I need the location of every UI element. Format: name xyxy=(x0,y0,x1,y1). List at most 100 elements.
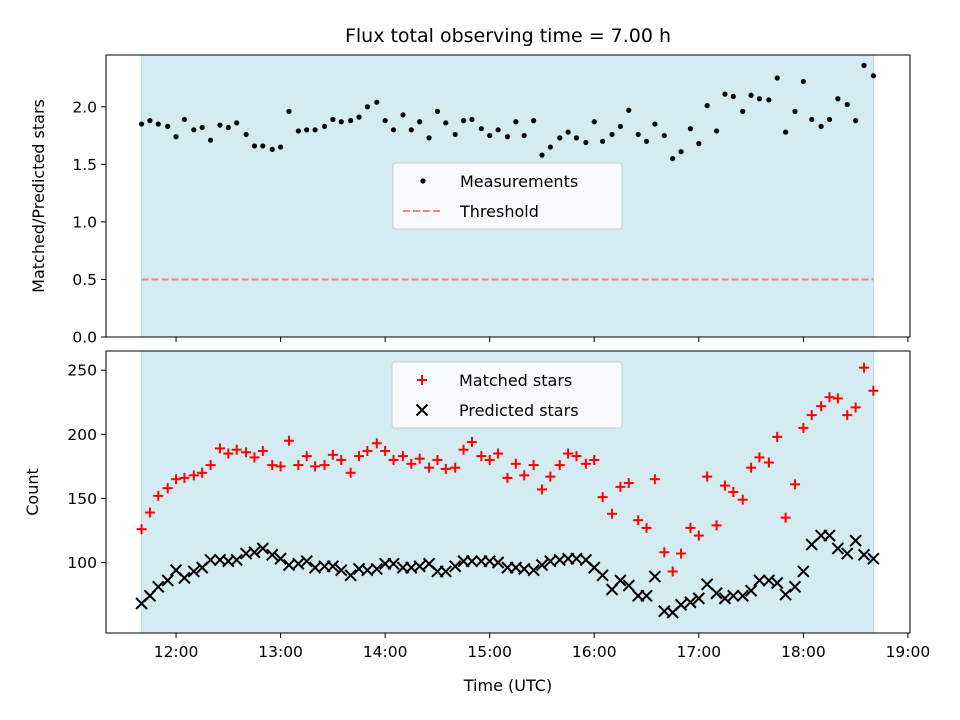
measurement-points xyxy=(138,62,877,162)
matched-star-point xyxy=(772,431,783,442)
predicted-star-point xyxy=(344,569,357,582)
measurement-point xyxy=(400,112,406,118)
matched-star-point xyxy=(466,437,477,448)
predicted-star-point xyxy=(727,589,740,603)
matched-star-point xyxy=(440,463,451,474)
predicted-star-point xyxy=(370,562,383,576)
measurement-point xyxy=(826,116,833,123)
y-tick-label: 2.0 xyxy=(72,98,97,116)
matched-star-point xyxy=(319,460,330,471)
measurement-point xyxy=(844,101,850,108)
matched-star-point xyxy=(476,451,487,462)
matched-star-point xyxy=(275,461,286,472)
matched-star-point xyxy=(607,508,618,519)
matched-star-point xyxy=(737,494,748,505)
matched-star-point xyxy=(283,435,294,446)
predicted-star-point xyxy=(744,584,758,597)
measurement-point xyxy=(278,144,284,150)
matched-star-point xyxy=(171,474,182,485)
measurement-point xyxy=(861,62,867,68)
measurement-point xyxy=(591,119,597,125)
predicted-star-point xyxy=(867,552,880,565)
measurement-point xyxy=(609,131,615,138)
measurement-point xyxy=(191,127,197,133)
matched-star-point xyxy=(842,410,853,421)
matched-star-point xyxy=(432,454,443,465)
predicted-star-point xyxy=(857,548,871,562)
matched-star-point xyxy=(249,452,260,463)
measurement-point xyxy=(364,104,370,110)
matched-star-point xyxy=(354,451,365,462)
measurement-point xyxy=(635,131,641,138)
bottom-panel-counts: 100 150 200 250 12:00 13:00 14:00 15:00 16:00 17… xyxy=(23,350,931,695)
legend-label-predicted: Predicted stars xyxy=(459,401,579,420)
predicted-star-point xyxy=(753,574,766,587)
matched-star-point xyxy=(754,452,765,463)
x-tick-label: 15:00 xyxy=(467,643,512,661)
measurement-point xyxy=(304,127,310,133)
top-y-ticks: 0.0 0.5 1.0 1.5 2.0 xyxy=(72,98,106,347)
matched-star-point xyxy=(633,515,644,526)
measurement-point xyxy=(730,93,736,100)
predicted-star-point xyxy=(779,588,792,601)
legend-label-measurements: Measurements xyxy=(460,172,578,191)
matched-star-point xyxy=(780,512,791,523)
legend-plus-marker xyxy=(417,375,427,385)
predicted-star-point xyxy=(823,529,836,542)
y-tick-label: 1.5 xyxy=(72,156,97,174)
measurement-point xyxy=(748,92,754,98)
measurement-point xyxy=(426,135,432,141)
measurement-point xyxy=(539,152,545,158)
matched-star-point xyxy=(153,490,164,501)
matched-star-point xyxy=(536,484,547,495)
predicted-star-point xyxy=(771,576,784,590)
measurement-point xyxy=(617,123,623,129)
chart-title: Flux total observing time = 7.00 h xyxy=(345,25,671,47)
measurement-point xyxy=(557,135,563,141)
x-tick-label: 16:00 xyxy=(572,643,617,661)
y-tick-label: 0.5 xyxy=(72,271,97,289)
measurement-point xyxy=(495,127,501,133)
x-tick-label: 19:00 xyxy=(886,643,931,661)
matched-star-point xyxy=(136,524,147,535)
predicted-star-point xyxy=(684,596,697,609)
measurement-point xyxy=(382,118,388,124)
y-tick-label: 200 xyxy=(67,426,97,444)
y-tick-label: 250 xyxy=(67,362,97,380)
matched-star-point xyxy=(528,460,539,471)
measurement-point xyxy=(870,73,877,79)
predicted-star-point xyxy=(187,565,201,578)
predicted-star-point xyxy=(710,587,723,600)
matched-star-point xyxy=(597,492,608,503)
legend-label-matched: Matched stars xyxy=(459,371,572,390)
matched-star-point xyxy=(711,520,722,531)
matched-star-point xyxy=(702,471,713,482)
x-tick-label: 18:00 xyxy=(781,643,826,661)
matched-star-point xyxy=(397,451,408,462)
measurement-point xyxy=(547,144,553,150)
matched-star-point xyxy=(493,448,504,459)
measurement-point xyxy=(513,119,519,125)
measurement-point xyxy=(766,97,772,103)
measurement-point xyxy=(661,132,667,139)
matched-star-point xyxy=(693,530,704,541)
predicted-star-point xyxy=(161,574,174,587)
matched-star-point xyxy=(641,522,652,533)
measurement-point xyxy=(853,118,859,124)
matched-star-point xyxy=(345,467,356,478)
top-y-axis-label: Matched/Predicted stars xyxy=(29,99,48,293)
measurement-point xyxy=(225,124,231,131)
matched-star-point xyxy=(746,462,757,473)
predicted-star-point xyxy=(788,580,802,594)
measurement-point xyxy=(269,146,275,152)
predicted-star-point xyxy=(648,570,662,583)
measurement-point xyxy=(504,134,511,140)
x-tick-label: 17:00 xyxy=(676,643,721,661)
matched-star-point xyxy=(223,448,234,459)
predicted-star-point xyxy=(491,556,505,569)
predicted-star-point xyxy=(335,563,348,577)
matched-star-point xyxy=(388,454,399,465)
matched-star-point xyxy=(510,458,521,469)
measurement-point xyxy=(521,132,527,139)
predicted-star-point xyxy=(178,571,191,585)
